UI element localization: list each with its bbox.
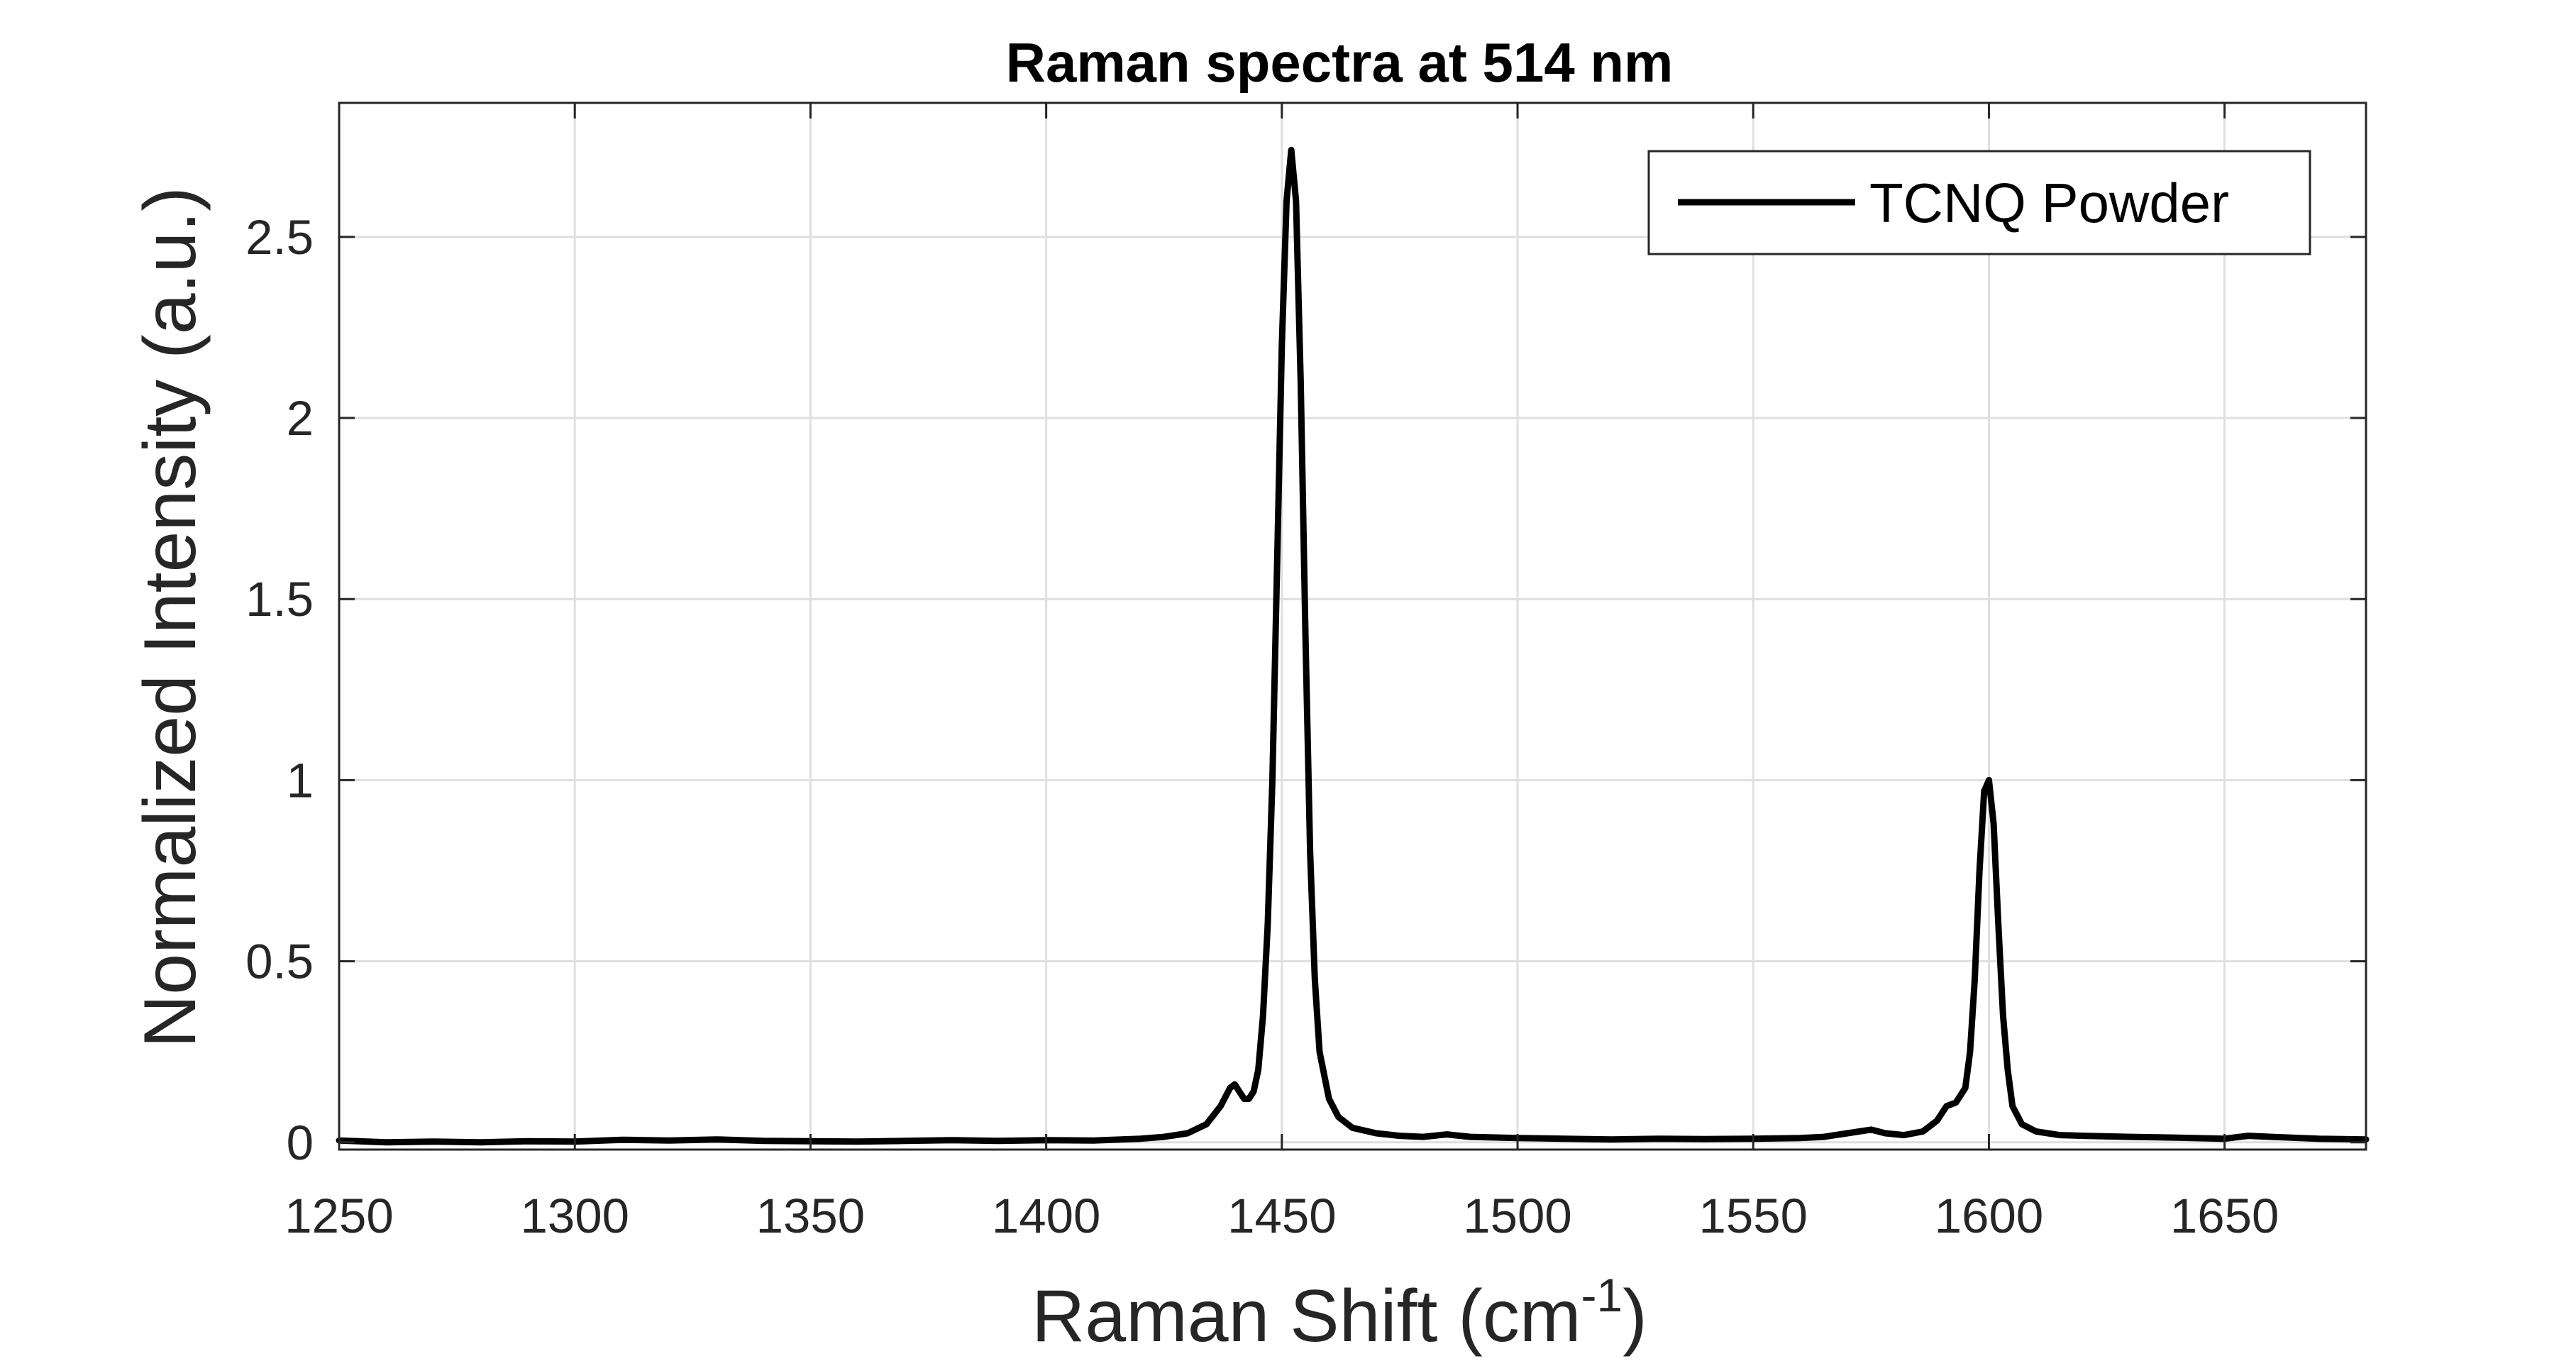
x-tick-label: 1450: [1227, 1189, 1337, 1243]
grid: [338, 103, 2366, 1150]
y-tick-label: 0.5: [245, 935, 314, 989]
y-axis-label: Normalized Intensity (a.u.): [129, 187, 211, 1048]
x-tick-label: 1550: [1699, 1189, 1808, 1243]
axis-ticks: 1250 1300 1350 1400 1450 1500 1550 1600 1650 0 0.5…: [245, 103, 2366, 1243]
x-tick-label: 1500: [1463, 1189, 1572, 1243]
x-axis-label-suffix: ): [1623, 1275, 1647, 1357]
x-tick-label: 1650: [2170, 1189, 2279, 1243]
x-tick-label: 1350: [756, 1189, 866, 1243]
plot-area-frame: [338, 101, 2367, 1151]
series-line-tcnq-powder: [336, 146, 2370, 1146]
y-tick-label: 2: [287, 391, 314, 446]
x-tick-label: 1300: [520, 1189, 629, 1243]
y-tick-label: 1.5: [245, 572, 314, 627]
x-axis-label-superscript: -1: [1581, 1269, 1623, 1321]
y-tick-label: 0: [287, 1116, 314, 1170]
legend: TCNQ Powder: [1647, 150, 2311, 255]
chart-title: Raman spectra at 514 nm: [1006, 31, 1674, 94]
x-tick-label: 1400: [992, 1189, 1101, 1243]
y-tick-label: 1: [287, 753, 314, 808]
legend-label-tcnq-powder: TCNQ Powder: [1869, 172, 2229, 234]
x-tick-label: 1600: [1935, 1189, 2044, 1243]
x-tick-label: 1250: [284, 1189, 394, 1243]
y-tick-label: 2.5: [245, 210, 314, 265]
x-axis-label-main: Raman Shift (cm: [1032, 1275, 1581, 1357]
x-axis-label: Raman Shift (cm-1): [1032, 1269, 1647, 1357]
